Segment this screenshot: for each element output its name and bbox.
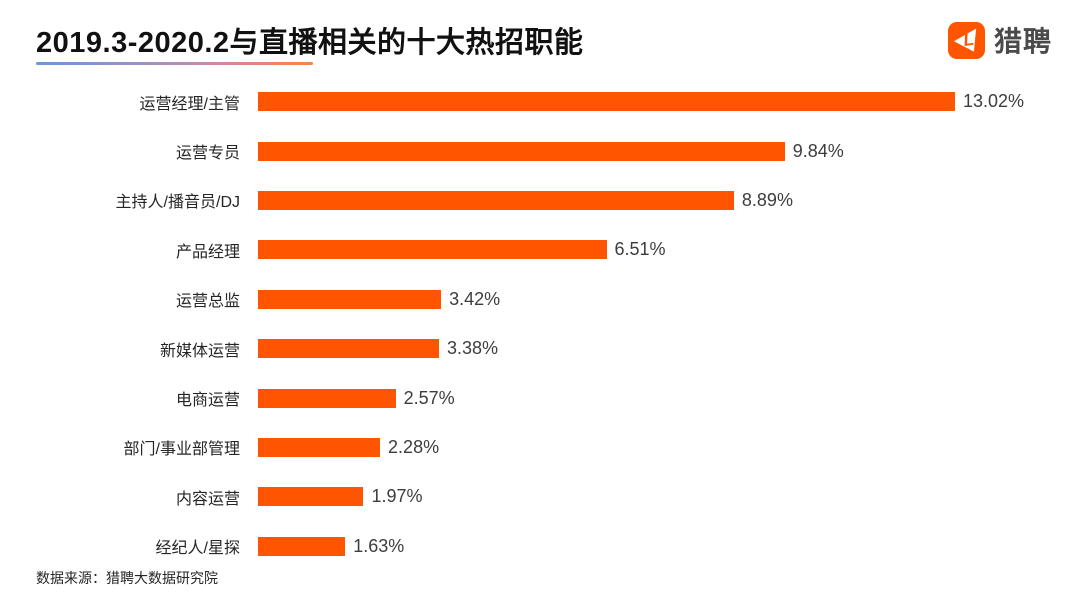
bar-track: 8.89% — [258, 189, 1080, 210]
bar-track: 3.42% — [258, 288, 1080, 309]
value-label: 6.51% — [614, 239, 666, 260]
liepin-logo-icon: L — [947, 21, 985, 59]
category-label: 新媒体运营 — [159, 342, 240, 360]
value-label: 1.63% — [353, 535, 405, 556]
bar-track: 9.84% — [258, 140, 1080, 161]
data-source-note: 数据来源：猎聘大数据研究院 — [36, 570, 218, 586]
bar — [258, 487, 364, 507]
value-label: 2.28% — [388, 436, 440, 457]
chart-row: 运营专员 9.84% — [0, 126, 1080, 175]
value-label: 9.84% — [792, 140, 844, 161]
bar — [258, 339, 439, 359]
value-label: 3.42% — [449, 288, 501, 309]
svg-text:L: L — [962, 29, 975, 49]
bar — [258, 240, 607, 260]
value-label: 1.97% — [371, 486, 423, 507]
category-label: 产品经理 — [175, 243, 240, 261]
bar-track: 3.38% — [258, 338, 1080, 359]
chart-row: 内容运营 1.97% — [0, 472, 1080, 521]
chart-row: 运营总监 3.42% — [0, 275, 1080, 324]
value-label: 8.89% — [741, 189, 793, 210]
page-title: 2019.3-2020.2与直播相关的十大热招职能 — [36, 27, 584, 59]
bar-track: 1.97% — [258, 486, 1080, 507]
bar-track: 13.02% — [258, 91, 1080, 112]
category-label: 部门/事业部管理 — [123, 441, 240, 459]
category-label: 运营总监 — [175, 293, 240, 311]
category-label: 内容运营 — [175, 490, 240, 508]
title-underline-gradient — [36, 62, 313, 65]
bar — [258, 190, 734, 210]
bar-track: 6.51% — [258, 239, 1080, 260]
value-label: 13.02% — [963, 91, 1025, 112]
bar — [258, 289, 442, 309]
category-label: 经纪人/星探 — [155, 540, 240, 558]
chart-row: 主持人/播音员/DJ 8.89% — [0, 176, 1080, 225]
bar-track: 2.28% — [258, 436, 1080, 457]
category-label: 电商运营 — [175, 392, 240, 410]
bar — [258, 437, 381, 457]
bar — [258, 536, 346, 556]
liepin-logo: L 猎聘 — [947, 20, 1052, 60]
liepin-logo-text: 猎聘 — [993, 26, 1052, 57]
chart-row: 产品经理 6.51% — [0, 225, 1080, 274]
chart-row: 部门/事业部管理 2.28% — [0, 423, 1080, 472]
chart-row: 经纪人/星探 1.63% — [0, 522, 1080, 571]
value-label: 2.57% — [403, 387, 455, 408]
category-label: 运营经理/主管 — [139, 95, 240, 113]
category-label: 运营专员 — [175, 145, 240, 163]
value-label: 3.38% — [446, 338, 498, 359]
bar-chart: 运营经理/主管 13.02% 运营专员 9.84% 主持人/播音员/DJ 8.89% 产品经… — [0, 77, 1080, 571]
chart-row: 电商运营 2.57% — [0, 373, 1080, 422]
category-label: 主持人/播音员/DJ — [115, 194, 240, 212]
bar — [258, 92, 955, 112]
bar — [258, 388, 396, 408]
chart-row: 运营经理/主管 13.02% — [0, 77, 1080, 126]
bar-track: 2.57% — [258, 387, 1080, 408]
bar — [258, 141, 785, 161]
bar-track: 1.63% — [258, 535, 1080, 556]
chart-row: 新媒体运营 3.38% — [0, 324, 1080, 373]
